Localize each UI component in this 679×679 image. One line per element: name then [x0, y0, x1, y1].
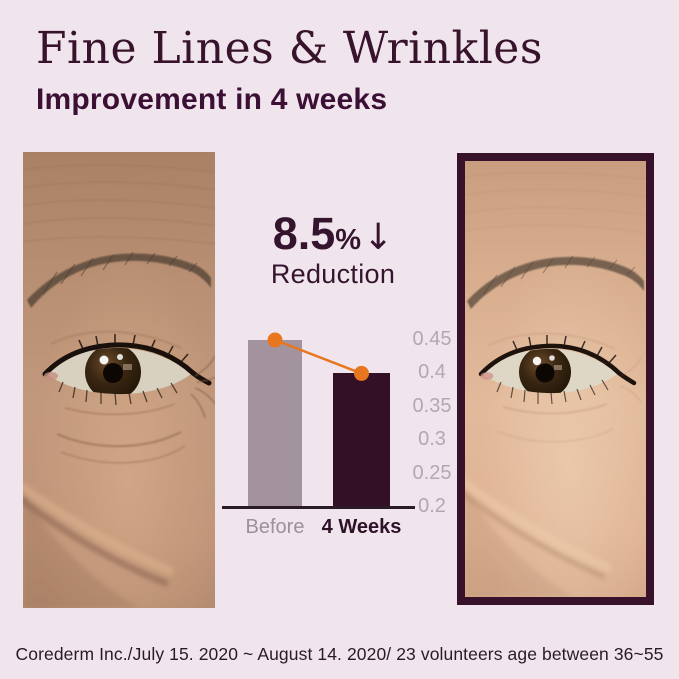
eyelid-crease	[488, 332, 616, 350]
after-photo-illustration	[465, 161, 646, 597]
stat-label: Reduction	[270, 259, 396, 289]
nose-shadow	[23, 492, 138, 608]
y-tick-0.25: 0.25	[412, 461, 452, 484]
x-label-before: Before	[245, 516, 305, 538]
eyebrow	[27, 251, 211, 308]
bar-chart: Before 4 Weeks 0.45 0.4 0.35 0.3 0.25 0.2	[222, 328, 462, 545]
crows-feet-wrinkles	[190, 355, 215, 419]
y-tick-0.3: 0.3	[418, 428, 446, 451]
stat-block: 8.5%↓ Reduction	[222, 211, 444, 290]
stat-percent-sign: %	[335, 224, 362, 256]
page-subtitle: Improvement in 4 weeks	[36, 83, 388, 116]
before-photo	[23, 152, 215, 608]
before-photo-illustration	[23, 152, 215, 608]
study-caption: Corederm Inc./July 15. 2020 ~ August 14.…	[15, 644, 664, 664]
y-tick-0.35: 0.35	[412, 394, 452, 417]
nose-shadow	[465, 487, 573, 597]
under-eye-wrinkles	[496, 403, 614, 443]
stat-line: 8.5%↓	[222, 211, 444, 256]
page-title: Fine Lines & Wrinkles	[36, 23, 543, 74]
stat-value: 8.5	[272, 208, 336, 259]
under-eye-wrinkles	[56, 403, 186, 464]
forehead-wrinkles	[23, 164, 215, 245]
x-axis-line	[222, 506, 415, 509]
bar-before	[248, 340, 302, 507]
y-tick-0.4: 0.4	[418, 361, 446, 384]
eyebrow	[467, 255, 644, 309]
x-label-4-weeks: 4 Weeks	[321, 516, 402, 538]
eye	[478, 335, 637, 405]
cheek-fold	[465, 477, 612, 580]
after-photo	[457, 153, 654, 605]
eyelid-crease	[50, 330, 182, 349]
bar-4-weeks	[333, 373, 390, 507]
y-tick-0.2: 0.2	[418, 495, 446, 517]
crows-feet-wrinkles	[620, 357, 642, 403]
eye	[42, 334, 212, 406]
forehead-wrinkles	[465, 171, 646, 234]
down-arrow-icon: ↓	[363, 217, 394, 258]
y-tick-0.45: 0.45	[412, 328, 452, 350]
cheek-fold	[23, 482, 175, 588]
